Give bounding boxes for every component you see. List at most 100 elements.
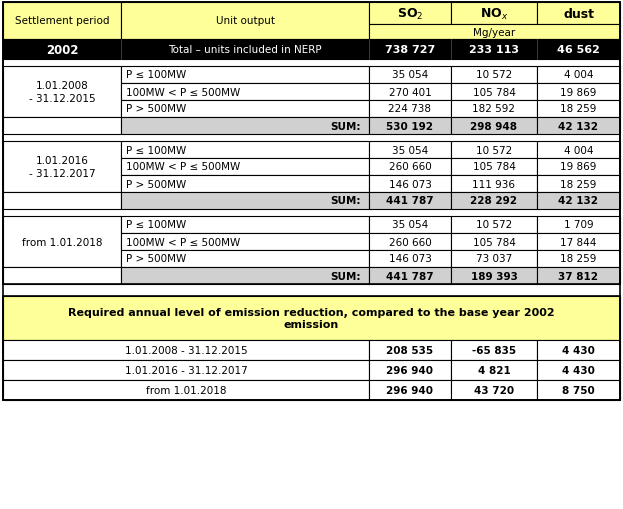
- Text: 42 132: 42 132: [558, 121, 599, 131]
- Bar: [3, 360, 369, 380]
- Bar: [537, 234, 620, 250]
- Bar: [369, 176, 451, 192]
- Bar: [451, 267, 537, 285]
- Text: 530 192: 530 192: [386, 121, 434, 131]
- Bar: [451, 67, 537, 84]
- Bar: [451, 3, 537, 25]
- Bar: [451, 250, 537, 267]
- Bar: [121, 159, 369, 176]
- Bar: [537, 341, 620, 360]
- Bar: [369, 192, 451, 210]
- Bar: [3, 296, 620, 400]
- Bar: [537, 118, 620, 135]
- Text: 189 393: 189 393: [470, 271, 518, 281]
- Bar: [537, 3, 620, 25]
- Bar: [3, 3, 620, 400]
- Bar: [537, 159, 620, 176]
- Text: 4 430: 4 430: [562, 345, 595, 355]
- Text: 1.01.2008 - 31.12.2015: 1.01.2008 - 31.12.2015: [125, 345, 247, 355]
- Bar: [451, 380, 537, 400]
- Bar: [369, 67, 451, 84]
- Text: 10 572: 10 572: [476, 70, 512, 80]
- Text: 18 259: 18 259: [560, 254, 597, 264]
- Bar: [121, 176, 369, 192]
- Text: from 1.01.2018: from 1.01.2018: [22, 237, 102, 247]
- Bar: [3, 380, 369, 400]
- Text: 146 073: 146 073: [389, 179, 432, 189]
- Text: 224 738: 224 738: [389, 104, 432, 115]
- Text: 35 054: 35 054: [392, 145, 428, 155]
- Text: 1.01.2016 - 31.12.2017: 1.01.2016 - 31.12.2017: [125, 365, 247, 375]
- Text: 298 948: 298 948: [470, 121, 518, 131]
- Bar: [451, 84, 537, 101]
- Text: P > 500MW: P > 500MW: [126, 179, 186, 189]
- Bar: [121, 101, 369, 118]
- Bar: [537, 192, 620, 210]
- Text: 1 709: 1 709: [564, 220, 593, 230]
- Text: 100MW < P ≤ 500MW: 100MW < P ≤ 500MW: [126, 88, 240, 97]
- Text: Settlement period: Settlement period: [15, 16, 109, 26]
- Bar: [451, 234, 537, 250]
- Text: 228 292: 228 292: [470, 196, 518, 206]
- Bar: [369, 3, 451, 25]
- Bar: [3, 192, 121, 210]
- Bar: [121, 216, 369, 234]
- Bar: [451, 216, 537, 234]
- Text: 35 054: 35 054: [392, 220, 428, 230]
- Text: 2002: 2002: [45, 43, 78, 56]
- Bar: [537, 84, 620, 101]
- Bar: [537, 142, 620, 159]
- Text: P > 500MW: P > 500MW: [126, 104, 186, 115]
- Text: 1.01.2008
- 31.12.2015: 1.01.2008 - 31.12.2015: [29, 81, 95, 103]
- Text: 208 535: 208 535: [386, 345, 434, 355]
- Text: 4 821: 4 821: [478, 365, 510, 375]
- Text: 18 259: 18 259: [560, 104, 597, 115]
- Text: 4 430: 4 430: [562, 365, 595, 375]
- Bar: [121, 118, 369, 135]
- Bar: [537, 216, 620, 234]
- Bar: [537, 67, 620, 84]
- Bar: [369, 216, 451, 234]
- Text: 1.01.2016
- 31.12.2017: 1.01.2016 - 31.12.2017: [29, 156, 95, 178]
- Text: 100MW < P ≤ 500MW: 100MW < P ≤ 500MW: [126, 237, 240, 247]
- Text: 105 784: 105 784: [473, 237, 515, 247]
- Bar: [369, 250, 451, 267]
- Bar: [369, 360, 451, 380]
- Text: 35 054: 35 054: [392, 70, 428, 80]
- Bar: [121, 84, 369, 101]
- Bar: [121, 3, 369, 40]
- Text: SUM:: SUM:: [330, 271, 361, 281]
- Bar: [3, 40, 620, 60]
- Bar: [451, 142, 537, 159]
- Text: 73 037: 73 037: [476, 254, 512, 264]
- Text: Unit output: Unit output: [216, 16, 275, 26]
- Bar: [3, 267, 121, 285]
- Bar: [3, 142, 121, 192]
- Bar: [537, 380, 620, 400]
- Text: 10 572: 10 572: [476, 145, 512, 155]
- Text: 8 750: 8 750: [562, 385, 595, 395]
- Bar: [369, 159, 451, 176]
- Bar: [369, 380, 451, 400]
- Bar: [369, 25, 620, 40]
- Text: SUM:: SUM:: [330, 196, 361, 206]
- Text: 19 869: 19 869: [560, 162, 597, 172]
- Bar: [121, 67, 369, 84]
- Bar: [121, 142, 369, 159]
- Text: SUM:: SUM:: [330, 121, 361, 131]
- Text: 441 787: 441 787: [386, 196, 434, 206]
- Text: from 1.01.2018: from 1.01.2018: [146, 385, 226, 395]
- Text: 4 004: 4 004: [564, 70, 593, 80]
- Bar: [451, 192, 537, 210]
- Text: Mg/year: Mg/year: [473, 27, 516, 38]
- Bar: [3, 3, 620, 285]
- Text: P > 500MW: P > 500MW: [126, 254, 186, 264]
- Text: 260 660: 260 660: [389, 237, 431, 247]
- Text: SO$_2$: SO$_2$: [397, 7, 423, 21]
- Text: -65 835: -65 835: [472, 345, 516, 355]
- Text: 111 936: 111 936: [472, 179, 515, 189]
- Text: 233 113: 233 113: [469, 45, 519, 55]
- Text: 100MW < P ≤ 500MW: 100MW < P ≤ 500MW: [126, 162, 240, 172]
- Text: P ≤ 100MW: P ≤ 100MW: [126, 220, 186, 230]
- Text: P ≤ 100MW: P ≤ 100MW: [126, 145, 186, 155]
